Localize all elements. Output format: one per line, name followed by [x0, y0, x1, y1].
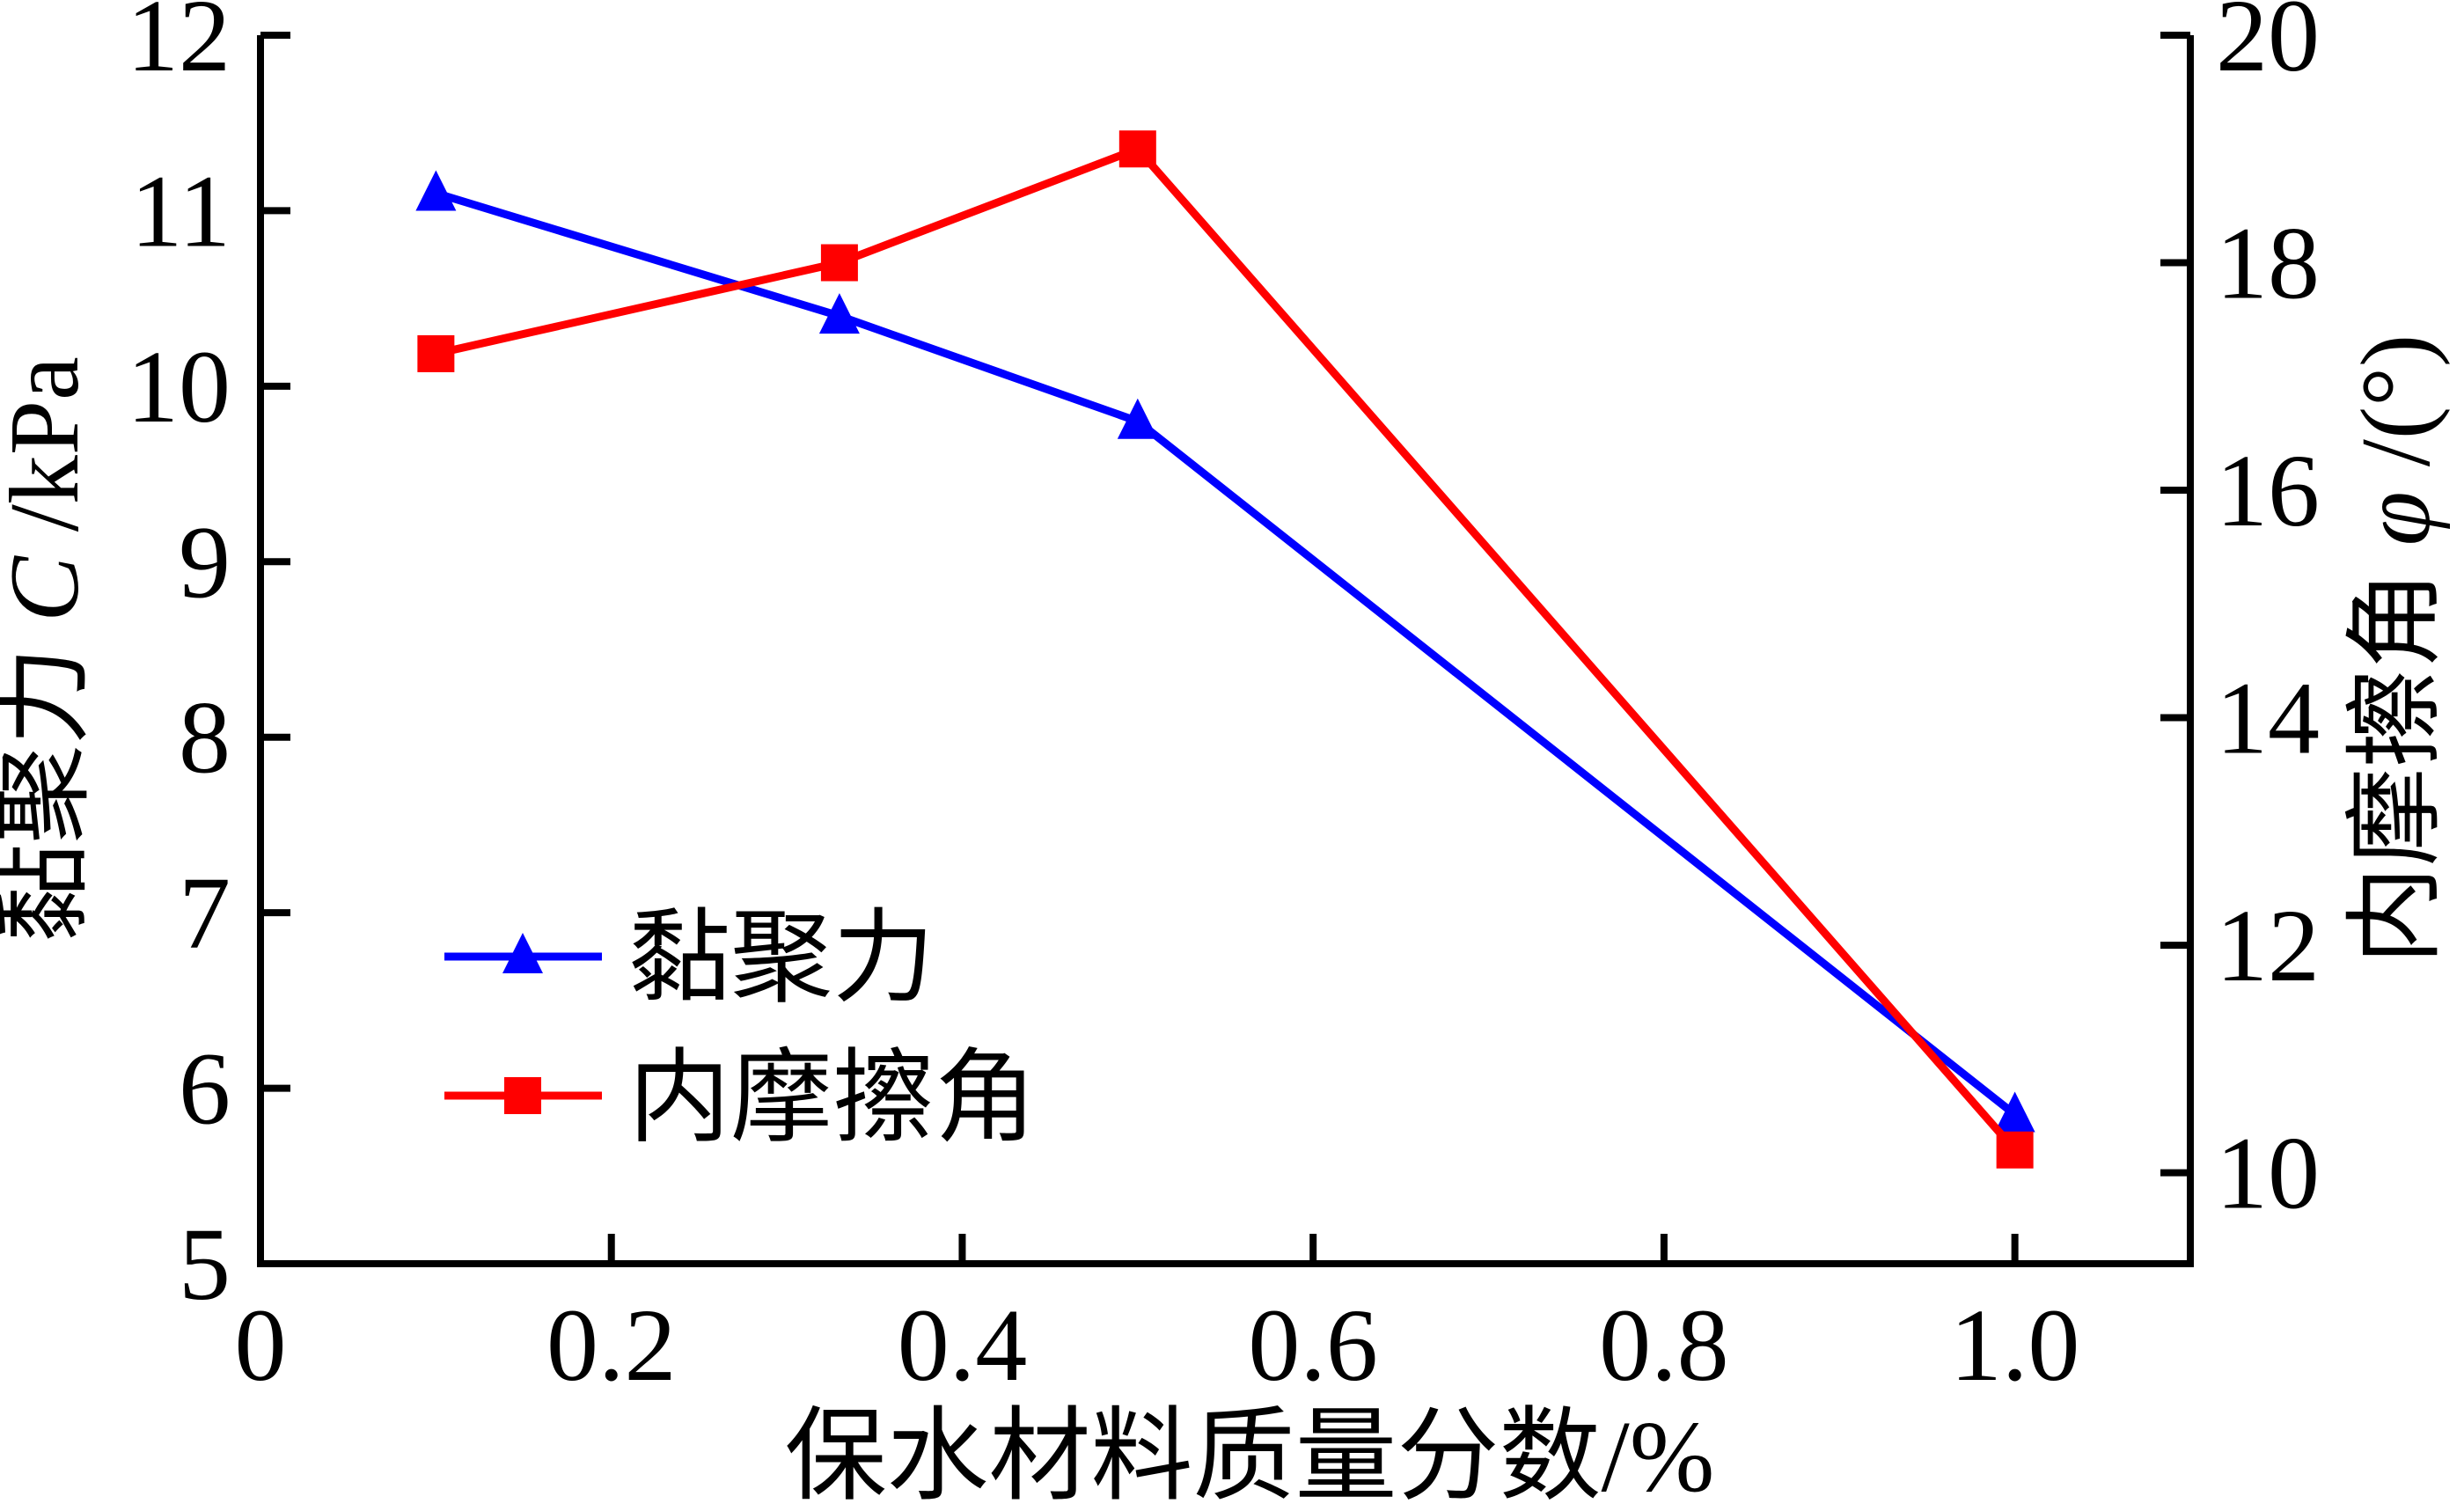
x-tick-label: 1.0 — [1950, 1287, 2080, 1403]
data-point-marker-0 — [818, 293, 860, 334]
series-layer — [415, 130, 2035, 1169]
x-ticks — [257, 1234, 2019, 1264]
left-axis-title-pre: 黏聚力 — [0, 647, 99, 943]
left-y-tick-label: 11 — [130, 153, 231, 268]
legend: 黏聚力 内摩擦角 — [444, 903, 1037, 1155]
left-y-tick-label: 7 — [179, 855, 231, 971]
legend-label-1: 内摩擦角 — [628, 1043, 1037, 1155]
right-axis-title-unit: /(°) — [2342, 334, 2451, 467]
right-y-tick-labels: 20 18 16 14 12 10 — [2216, 0, 2320, 1231]
data-point-marker-1 — [1996, 1131, 2034, 1169]
right-axis-title-pre: 内摩擦角 — [2342, 570, 2451, 965]
left-y-tick-label: 6 — [179, 1031, 231, 1147]
right-y-tick-label: 12 — [2216, 888, 2320, 1003]
legend-item-friction-angle: 内摩擦角 — [444, 1043, 1037, 1155]
x-tick-label: 0.2 — [546, 1287, 677, 1403]
right-y-ticks — [2160, 32, 2190, 1177]
right-y-tick-label: 18 — [2216, 206, 2320, 321]
right-y-tick-label: 10 — [2216, 1116, 2320, 1231]
legend-label-0: 黏聚力 — [628, 903, 935, 1016]
x-tick-label: 0.4 — [898, 1287, 1028, 1403]
x-tick-label: 0.6 — [1248, 1287, 1378, 1403]
series-line-1 — [435, 143, 2019, 1153]
data-point-marker-1 — [1118, 130, 1156, 168]
left-y-tick-label: 8 — [179, 680, 231, 796]
right-y-tick-label: 16 — [2216, 433, 2320, 548]
data-point-marker-0 — [1994, 1091, 2035, 1133]
data-point-marker-0 — [415, 170, 457, 211]
left-y-tick-label: 10 — [127, 329, 231, 444]
right-axis-title-symbol: φ — [2342, 491, 2451, 546]
left-y-ticks — [260, 32, 290, 1267]
left-y-tick-label: 9 — [179, 504, 231, 620]
legend-marker-1 — [504, 1077, 541, 1114]
left-axis-title-symbol: C — [0, 555, 99, 622]
right-axis-title: 内摩擦角 φ /(°) — [2342, 334, 2451, 965]
left-axis-title: 黏聚力 C /kPa — [0, 356, 99, 943]
legend-marker-0 — [502, 933, 543, 973]
plot-frame — [257, 35, 2194, 1267]
data-point-marker-1 — [417, 334, 455, 372]
data-point-marker-0 — [1117, 398, 1158, 439]
left-y-tick-label: 5 — [179, 1207, 231, 1322]
series-line-0 — [435, 189, 2018, 1119]
data-point-marker-1 — [820, 244, 858, 282]
left-axis-title-unit: /kPa — [0, 356, 99, 532]
right-y-tick-label: 20 — [2216, 0, 2320, 93]
left-y-tick-label: 12 — [127, 0, 231, 93]
x-axis-title: 保水材料质量分数/% — [785, 1401, 1715, 1511]
x-tick-labels: 0 0.2 0.4 0.6 0.8 1.0 — [235, 1287, 2080, 1403]
left-y-tick-labels: 12 11 10 9 8 7 6 5 — [127, 0, 231, 1322]
right-y-tick-label: 14 — [2216, 661, 2320, 776]
x-tick-label: 0.8 — [1599, 1287, 1729, 1403]
legend-item-cohesion: 黏聚力 — [444, 903, 935, 1016]
x-tick-label: 0 — [235, 1287, 287, 1403]
